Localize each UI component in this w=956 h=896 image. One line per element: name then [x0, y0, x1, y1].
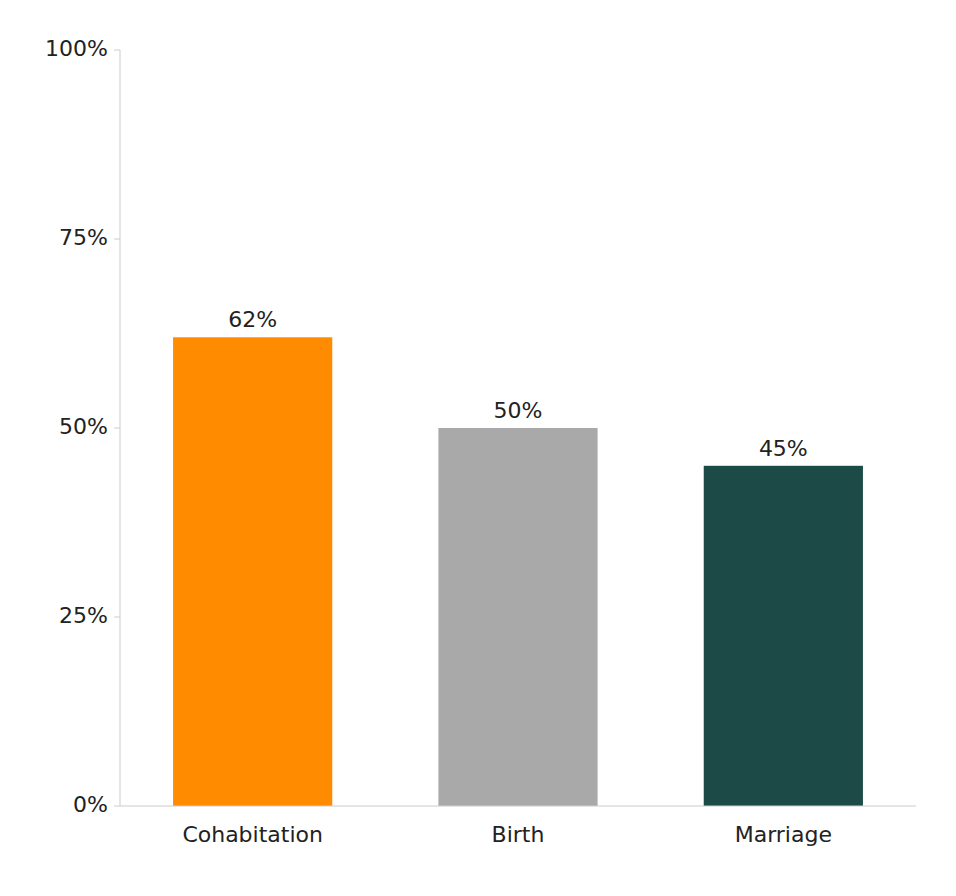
data-labels: 62% 50% 45%: [228, 307, 808, 461]
y-tick: [114, 617, 120, 618]
y-tick: [114, 239, 120, 240]
bars: [173, 337, 863, 806]
x-axis: Cohabitation Birth Marriage: [120, 806, 916, 847]
y-tick: [114, 428, 120, 429]
data-label: 62%: [228, 307, 277, 332]
x-tick-label: Cohabitation: [182, 822, 323, 847]
y-tick-label: 0%: [73, 792, 108, 817]
y-tick-label: 75%: [59, 225, 108, 250]
y-tick: [114, 50, 120, 51]
bar: [173, 337, 332, 806]
chart-container: 62% 50% 45% 0% 25% 50% 75% 100% Cohabitation Birt…: [0, 0, 956, 896]
data-label: 45%: [759, 436, 808, 461]
bar: [704, 466, 863, 806]
y-tick-label: 25%: [59, 603, 108, 628]
x-tick-label: Birth: [492, 822, 545, 847]
y-tick-label: 100%: [45, 36, 108, 61]
chart-svg: 62% 50% 45% 0% 25% 50% 75% 100% Cohabitation Birt…: [0, 0, 956, 896]
data-label: 50%: [494, 398, 543, 423]
x-axis-line: [120, 806, 916, 807]
y-tick: [114, 806, 120, 807]
x-tick-label: Marriage: [735, 822, 832, 847]
y-axis: 0% 25% 50% 75% 100%: [45, 36, 120, 817]
bar: [438, 428, 597, 806]
y-tick-label: 50%: [59, 414, 108, 439]
